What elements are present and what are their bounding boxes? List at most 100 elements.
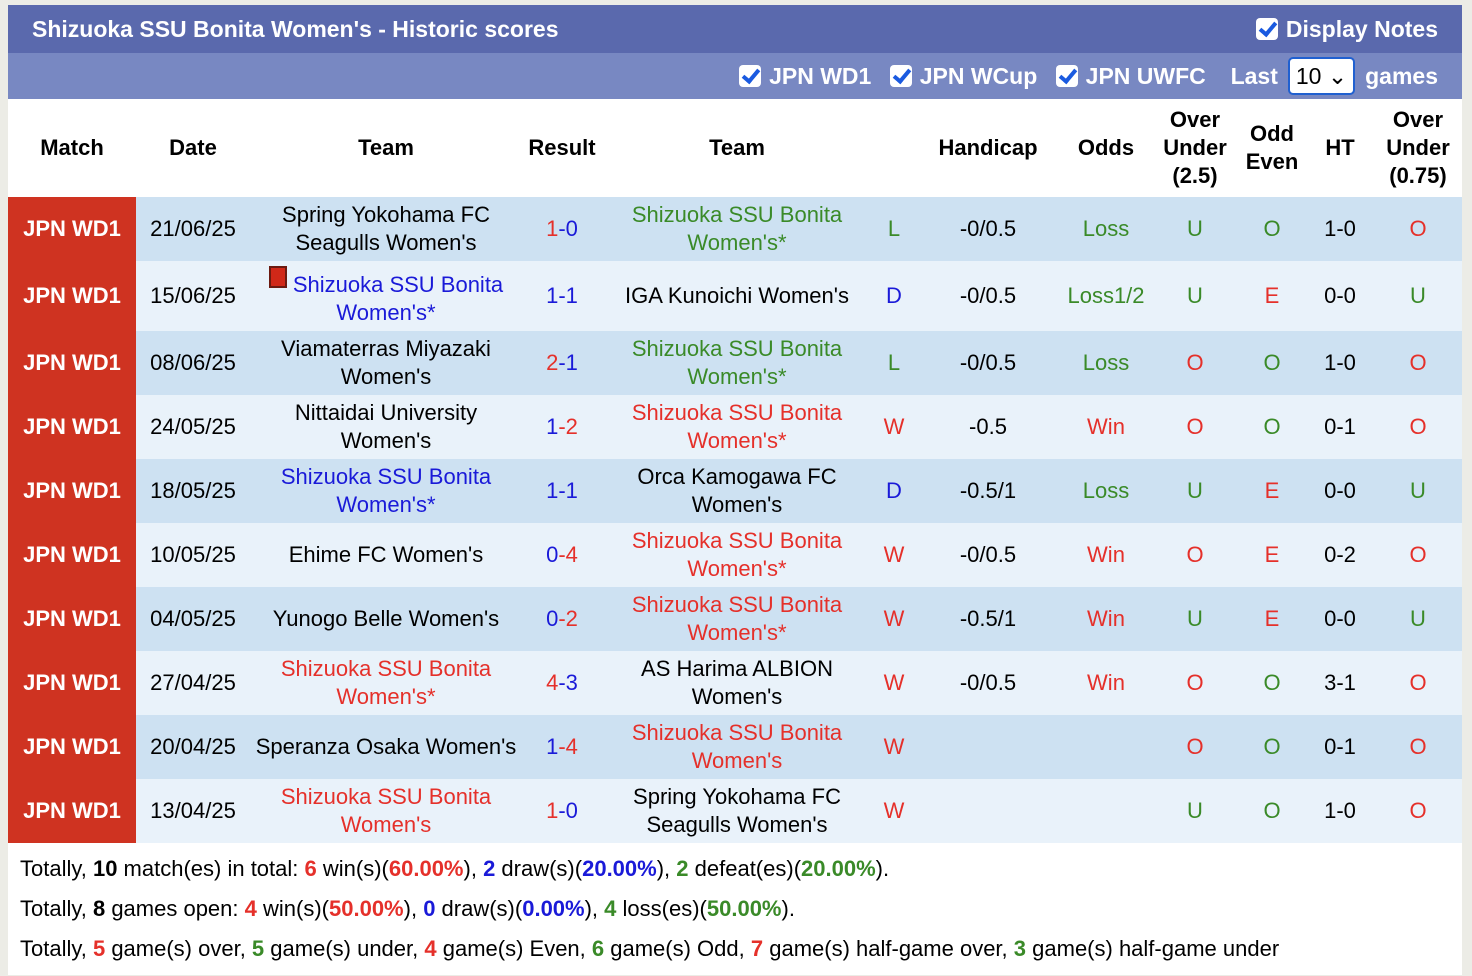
result[interactable]: 1-2 (522, 395, 602, 459)
away-team[interactable]: Shizuoka SSU Bonita Women's (602, 715, 872, 779)
match-date: 27/04/25 (136, 651, 250, 715)
summary-segment: match(es) in total: (117, 856, 305, 881)
summary-line: Totally, 8 games open: 4 win(s)(50.00%),… (20, 889, 1450, 929)
over-under-075: O (1374, 523, 1462, 587)
over-under-075: O (1374, 651, 1462, 715)
last-games-select[interactable]: 10 ⌄ (1287, 57, 1356, 95)
win-loss: W (872, 779, 916, 843)
home-team[interactable]: Yunogo Belle Women's (250, 587, 522, 651)
handicap: -0/0.5 (916, 651, 1060, 715)
match-date: 21/06/25 (136, 197, 250, 261)
home-team[interactable]: Shizuoka SSU Bonita Women's (250, 779, 522, 843)
summary-segment: ), (656, 856, 677, 881)
summary-line: Totally, 10 match(es) in total: 6 win(s)… (20, 849, 1450, 889)
table-row: JPN WD1 10/05/25 Ehime FC Women's 0-4 Shizuo… (8, 523, 1462, 587)
match-date: 04/05/25 (136, 587, 250, 651)
result[interactable]: 1-0 (522, 197, 602, 261)
over-under: O (1152, 715, 1238, 779)
half-time: 0-1 (1306, 715, 1374, 779)
home-score: 1 (546, 734, 559, 759)
handicap (916, 715, 1060, 779)
result[interactable]: 0-4 (522, 523, 602, 587)
win-loss: W (872, 587, 916, 651)
match-league[interactable]: JPN WD1 (8, 197, 136, 261)
filter-jpn-uwfc[interactable]: JPN UWFC (1055, 63, 1206, 90)
match-date: 08/06/25 (136, 331, 250, 395)
match-league[interactable]: JPN WD1 (8, 587, 136, 651)
away-team[interactable]: IGA Kunoichi Women's (602, 261, 872, 331)
summary-segment: 7 (750, 936, 764, 961)
win-loss: W (872, 395, 916, 459)
match-league[interactable]: JPN WD1 (8, 459, 136, 523)
half-time: 1-0 (1306, 331, 1374, 395)
result[interactable]: 1-4 (522, 715, 602, 779)
away-team[interactable]: Shizuoka SSU Bonita Women's* (602, 197, 872, 261)
over-under: O (1152, 651, 1238, 715)
away-team[interactable]: AS Harima ALBION Women's (602, 651, 872, 715)
summary-segment: game(s) Even, (436, 936, 592, 961)
home-team[interactable]: Nittaidai University Women's (250, 395, 522, 459)
away-team[interactable]: Orca Kamogawa FC Women's (602, 459, 872, 523)
home-team[interactable]: Viamaterras Miyazaki Women's (250, 331, 522, 395)
home-team[interactable]: Spring Yokohama FC Seagulls Women's (250, 197, 522, 261)
match-league[interactable]: JPN WD1 (8, 331, 136, 395)
result[interactable]: 4-3 (522, 651, 602, 715)
home-score: 0 (546, 542, 559, 567)
column-header: Result (528, 135, 596, 160)
match-league[interactable]: JPN WD1 (8, 715, 136, 779)
match-league[interactable]: JPN WD1 (8, 261, 136, 331)
result[interactable]: 1-0 (522, 779, 602, 843)
match-league[interactable]: JPN WD1 (8, 779, 136, 843)
odds: Win (1060, 523, 1152, 587)
odds (1060, 779, 1152, 843)
checkbox-icon[interactable] (1055, 64, 1078, 87)
odds: Win (1060, 651, 1152, 715)
win-loss: D (872, 459, 916, 523)
checkbox-icon[interactable] (739, 64, 762, 87)
result[interactable]: 2-1 (522, 331, 602, 395)
result[interactable]: 1-1 (522, 459, 602, 523)
column-header: Odds (1077, 135, 1135, 160)
away-team[interactable]: Shizuoka SSU Bonita Women's* (602, 395, 872, 459)
home-team[interactable]: Ehime FC Women's (250, 523, 522, 587)
odds: Loss (1060, 331, 1152, 395)
filter-jpn-wd1[interactable]: JPN WD1 (739, 63, 871, 90)
over-under-075: O (1374, 197, 1462, 261)
summary-segment: 8 (92, 896, 106, 921)
summary-segment: game(s) half-game under (1026, 936, 1280, 961)
column-header: Date (169, 135, 217, 160)
checkbox-icon[interactable] (889, 64, 912, 87)
away-team[interactable]: Spring Yokohama FC Seagulls Women's (602, 779, 872, 843)
away-team[interactable]: Shizuoka SSU Bonita Women's* (602, 523, 872, 587)
summary-segment: 5 (251, 936, 265, 961)
over-under: U (1152, 779, 1238, 843)
over-under-075: O (1374, 331, 1462, 395)
summary-line: Totally, 5 game(s) over, 5 game(s) under… (20, 929, 1450, 969)
win-loss: D (872, 261, 916, 331)
match-league[interactable]: JPN WD1 (8, 395, 136, 459)
home-score: 1 (546, 478, 559, 503)
away-team[interactable]: Shizuoka SSU Bonita Women's* (602, 331, 872, 395)
handicap: -0.5/1 (916, 587, 1060, 651)
match-league[interactable]: JPN WD1 (8, 523, 136, 587)
display-notes-toggle[interactable]: Display Notes (1255, 16, 1438, 43)
result[interactable]: 1-1 (522, 261, 602, 331)
games-label: games (1365, 62, 1438, 89)
away-score: -4 (558, 542, 578, 567)
table-row: JPN WD1 21/06/25 Spring Yokohama FC Seagul… (8, 197, 1462, 261)
summary-segment: 2 (483, 856, 496, 881)
checkbox-icon[interactable] (1255, 17, 1278, 40)
result[interactable]: 0-2 (522, 587, 602, 651)
home-score: 1 (546, 798, 559, 823)
home-team[interactable]: Shizuoka SSU Bonita Women's* (250, 459, 522, 523)
summary-segment: game(s) under, (264, 936, 425, 961)
home-team[interactable]: Speranza Osaka Women's (250, 715, 522, 779)
away-team[interactable]: Shizuoka SSU Bonita Women's* (602, 587, 872, 651)
filter-jpn-wcup[interactable]: JPN WCup (889, 63, 1037, 90)
away-score: -0 (558, 216, 578, 241)
match-league[interactable]: JPN WD1 (8, 651, 136, 715)
home-team[interactable]: Shizuoka SSU Bonita Women's* (250, 261, 522, 331)
summary-segment: 3 (1013, 936, 1027, 961)
odds (1060, 715, 1152, 779)
home-team[interactable]: Shizuoka SSU Bonita Women's* (250, 651, 522, 715)
